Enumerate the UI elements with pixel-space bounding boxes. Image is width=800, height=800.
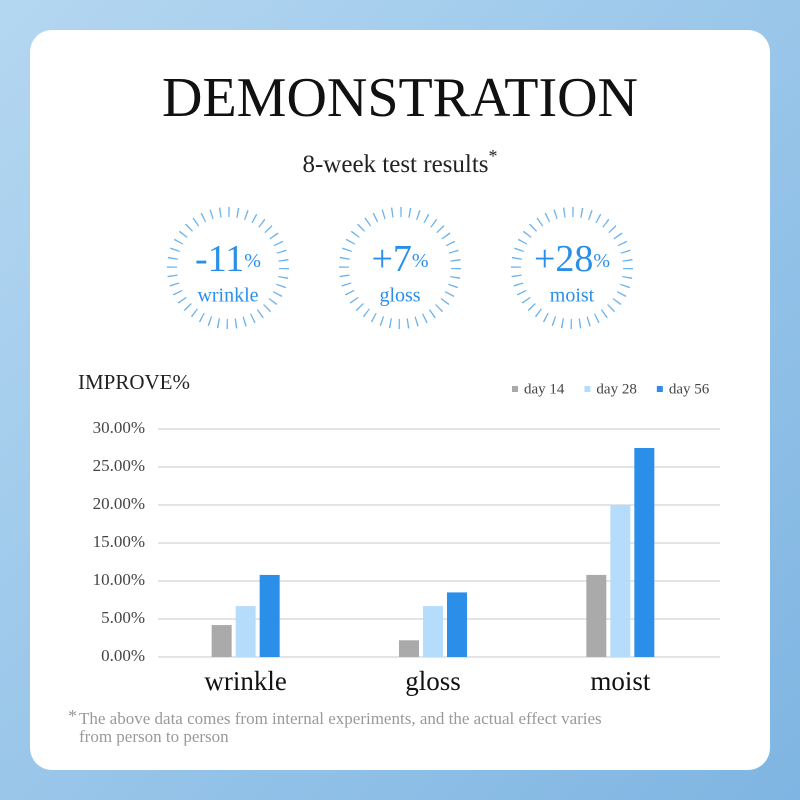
card (30, 30, 770, 770)
bar (634, 448, 655, 657)
badge-ring (339, 207, 461, 329)
badge-value: -11% (195, 238, 261, 280)
y-tick-label: 30.00% (93, 418, 145, 437)
footnote-line: from person to person (79, 727, 229, 746)
bar (610, 505, 631, 657)
bar (399, 640, 419, 657)
x-tick-label: gloss (405, 666, 461, 696)
badge-ring (167, 207, 289, 329)
title: DEMONSTRATION (162, 67, 638, 129)
bar (235, 606, 256, 657)
x-tick-label: wrinkle (204, 666, 286, 696)
badge-number: +28 (534, 238, 593, 280)
badge-label: moist (550, 285, 595, 307)
legend-swatch (584, 386, 591, 392)
badge-number: +7 (371, 238, 411, 280)
subtitle-mark: * (489, 146, 498, 166)
legend-label: day 56 (669, 381, 710, 397)
badge-label: wrinkle (197, 285, 258, 307)
bar (586, 574, 607, 657)
y-tick-label: 15.00% (93, 532, 145, 551)
chart-title: IMPROVE% (78, 370, 190, 394)
y-tick-label: 20.00% (93, 494, 145, 513)
badge-value: +7% (371, 238, 428, 280)
badge-label: gloss (379, 285, 420, 307)
y-tick-label: 0.00% (101, 646, 145, 665)
badge-value: +28% (534, 238, 610, 280)
subtitle-text: 8-week test results (302, 151, 488, 178)
badge-unit: % (244, 250, 261, 272)
legend-swatch (656, 386, 663, 392)
legend-label: day 28 (596, 381, 636, 397)
y-tick-label: 5.00% (101, 608, 145, 627)
footnote-mark: * (68, 706, 77, 726)
legend-label: day 14 (524, 381, 565, 397)
badge-unit: % (593, 250, 610, 272)
subtitle: 8-week test results* (302, 146, 497, 178)
bar (423, 606, 443, 657)
badge-ring (511, 207, 633, 329)
bar (447, 592, 467, 657)
badge-number: -11 (195, 238, 244, 280)
bar (211, 625, 232, 657)
footnote-line: The above data comes from internal exper… (79, 709, 602, 728)
x-tick-label: moist (590, 666, 651, 696)
y-tick-label: 10.00% (93, 570, 145, 589)
badge-unit: % (412, 250, 429, 272)
legend-swatch (512, 386, 518, 392)
bar (259, 574, 280, 657)
y-tick-label: 25.00% (93, 456, 145, 475)
